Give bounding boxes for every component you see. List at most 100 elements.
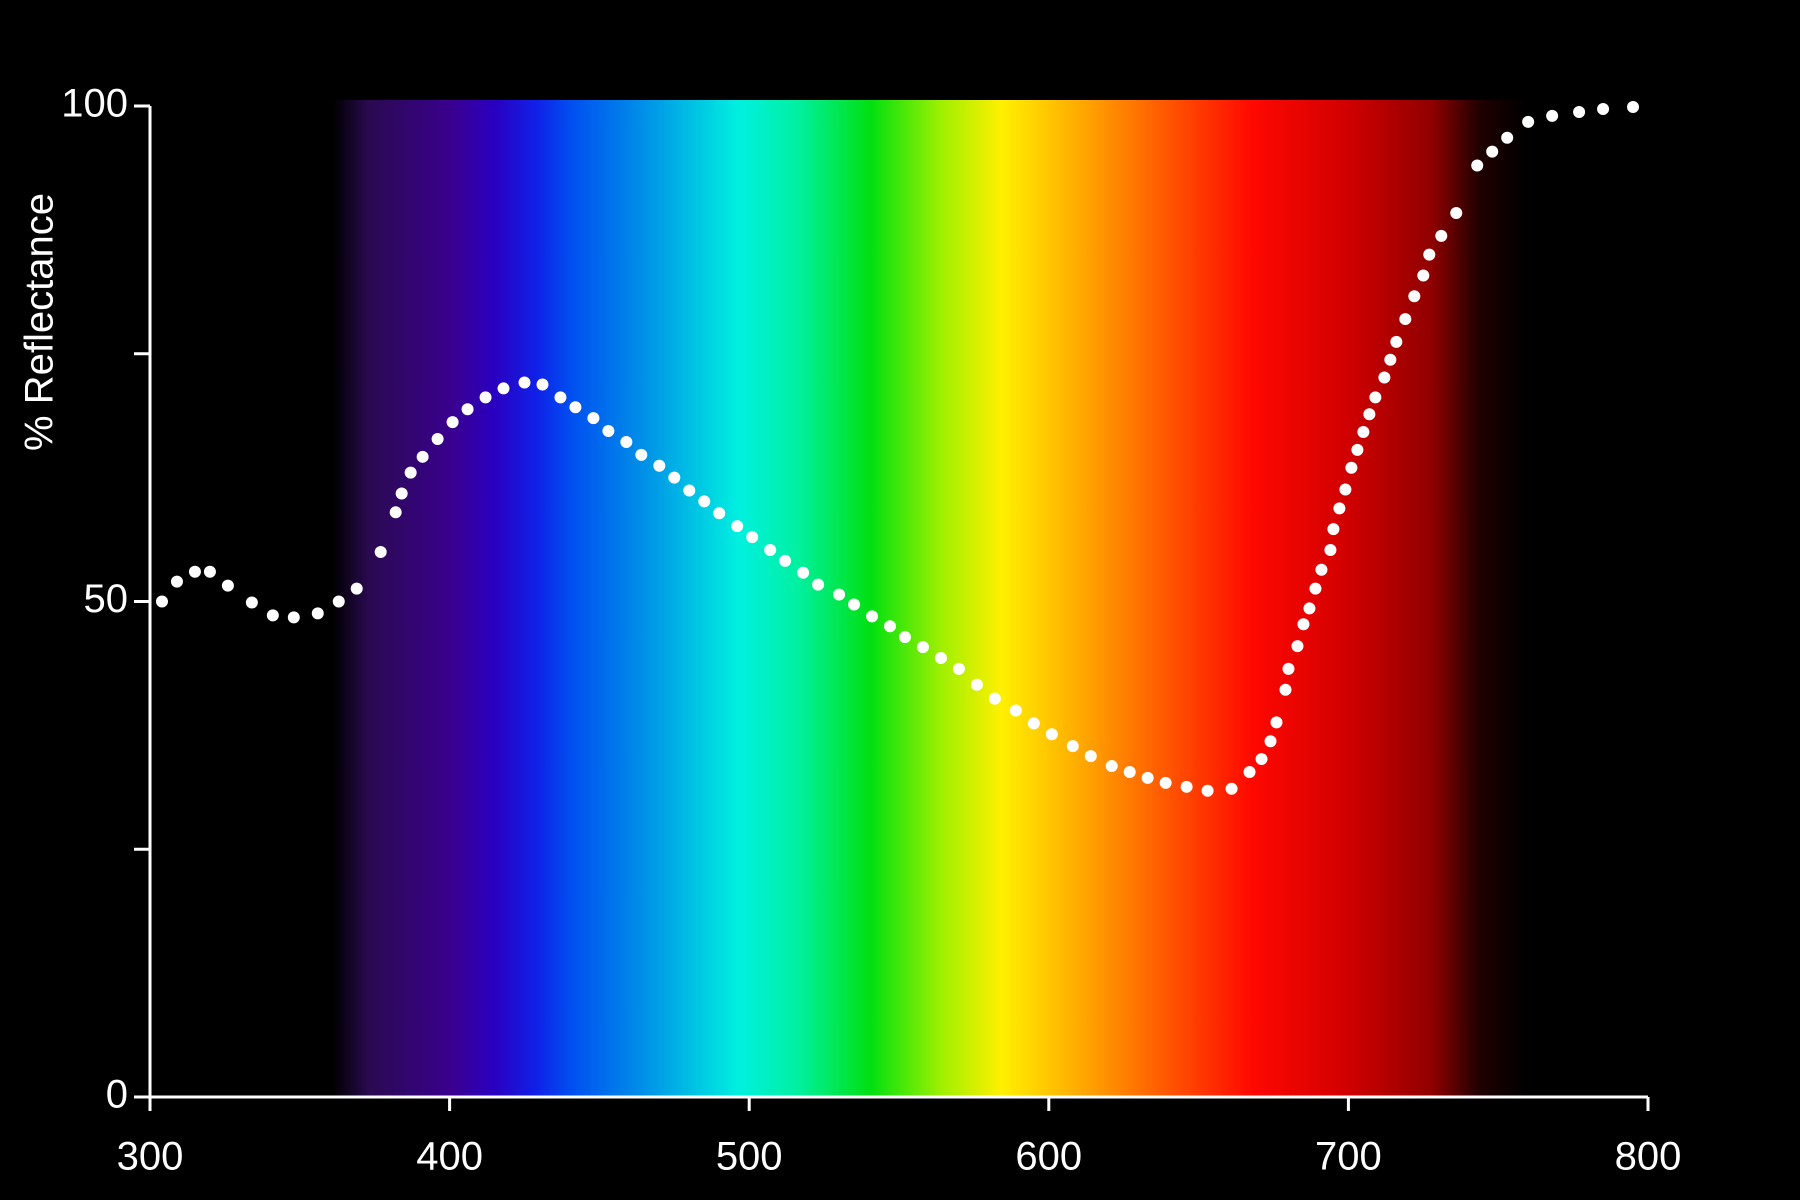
- data-point: [1309, 582, 1322, 595]
- data-point: [1180, 780, 1193, 793]
- data-point: [461, 403, 474, 416]
- data-point: [1201, 784, 1214, 797]
- data-point: [1399, 313, 1412, 326]
- data-point: [698, 495, 711, 508]
- data-point: [1408, 290, 1421, 303]
- x-tick-label: 600: [1015, 1135, 1082, 1179]
- data-point: [1141, 771, 1154, 784]
- data-point: [1324, 543, 1337, 556]
- data-point: [587, 412, 600, 425]
- data-point: [245, 596, 258, 609]
- data-point: [779, 554, 792, 567]
- data-point: [446, 416, 459, 429]
- data-point: [1501, 131, 1514, 144]
- data-point: [916, 641, 929, 654]
- data-point: [221, 579, 234, 592]
- data-point: [1378, 371, 1391, 384]
- data-point: [713, 507, 726, 520]
- data-point: [188, 565, 201, 578]
- data-point: [602, 425, 615, 438]
- data-point: [1327, 523, 1340, 536]
- data-point: [1297, 618, 1310, 631]
- data-point: [155, 595, 168, 608]
- data-point: [1450, 207, 1463, 220]
- data-point: [389, 506, 402, 519]
- data-point: [1282, 662, 1295, 675]
- data-point: [1339, 483, 1352, 496]
- data-point: [1027, 717, 1040, 730]
- data-point: [1357, 426, 1370, 439]
- x-tick-label: 800: [1615, 1135, 1682, 1179]
- data-point: [1105, 760, 1118, 773]
- data-point: [374, 545, 387, 558]
- data-point: [1597, 102, 1610, 115]
- data-point: [1264, 735, 1277, 748]
- data-point: [404, 466, 417, 479]
- data-point: [635, 448, 648, 461]
- data-point: [884, 620, 897, 633]
- data-point: [287, 611, 300, 624]
- data-point: [1243, 765, 1256, 778]
- data-point: [170, 575, 183, 588]
- data-point: [395, 487, 408, 500]
- data-point: [866, 610, 879, 623]
- data-point: [1279, 683, 1292, 696]
- data-point: [653, 459, 666, 472]
- data-point: [1363, 408, 1376, 421]
- data-point: [898, 631, 911, 644]
- data-point: [332, 595, 345, 608]
- data-point: [1384, 353, 1397, 366]
- data-point: [1066, 740, 1079, 753]
- data-point: [536, 378, 549, 391]
- data-point: [833, 588, 846, 601]
- y-tick-label: 50: [84, 577, 129, 621]
- data-point: [1627, 100, 1640, 113]
- y-tick-label: 100: [61, 82, 128, 126]
- data-point: [1417, 269, 1430, 282]
- data-point: [479, 391, 492, 404]
- data-point: [683, 484, 696, 497]
- data-point: [1390, 335, 1403, 348]
- data-point: [1270, 716, 1283, 729]
- data-point: [1333, 502, 1346, 515]
- data-point: [350, 582, 363, 595]
- data-point: [497, 382, 510, 395]
- data-point: [848, 598, 861, 611]
- data-point: [746, 531, 759, 544]
- data-point: [620, 435, 633, 448]
- x-tick-label: 400: [416, 1135, 483, 1179]
- x-tick-label: 700: [1315, 1135, 1382, 1179]
- data-point: [1291, 640, 1304, 653]
- data-point: [1225, 782, 1238, 795]
- y-tick-label: 0: [106, 1073, 128, 1117]
- data-point: [1255, 753, 1268, 766]
- data-point: [1123, 765, 1136, 778]
- x-tick-label: 300: [117, 1135, 184, 1179]
- data-point: [569, 401, 582, 414]
- data-point: [1423, 248, 1436, 261]
- data-point: [1486, 145, 1499, 158]
- data-point: [554, 391, 567, 404]
- x-tick-label: 500: [716, 1135, 783, 1179]
- data-point: [1573, 105, 1586, 118]
- data-point: [764, 543, 777, 556]
- data-point: [668, 471, 681, 484]
- data-point: [1546, 109, 1559, 122]
- data-point: [1435, 229, 1448, 242]
- data-point: [1471, 159, 1484, 172]
- data-point: [952, 662, 965, 675]
- data-point: [970, 678, 983, 691]
- data-point: [431, 432, 444, 445]
- data-point: [266, 609, 279, 622]
- data-point: [1369, 391, 1382, 404]
- data-point: [1084, 750, 1097, 763]
- data-point: [812, 578, 825, 591]
- data-point: [797, 566, 810, 579]
- data-point: [988, 692, 1001, 705]
- data-point: [1315, 563, 1328, 576]
- data-point: [518, 376, 531, 389]
- data-point: [1345, 461, 1358, 474]
- data-point: [731, 520, 744, 533]
